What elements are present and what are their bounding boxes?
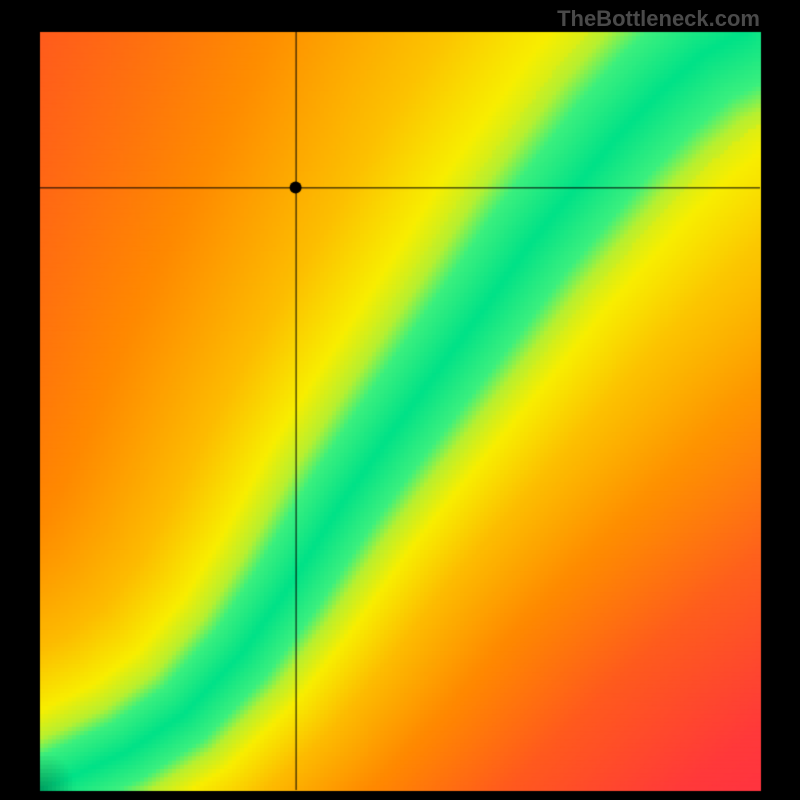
heatmap-plot (0, 0, 800, 800)
watermark: TheBottleneck.com (557, 6, 760, 32)
